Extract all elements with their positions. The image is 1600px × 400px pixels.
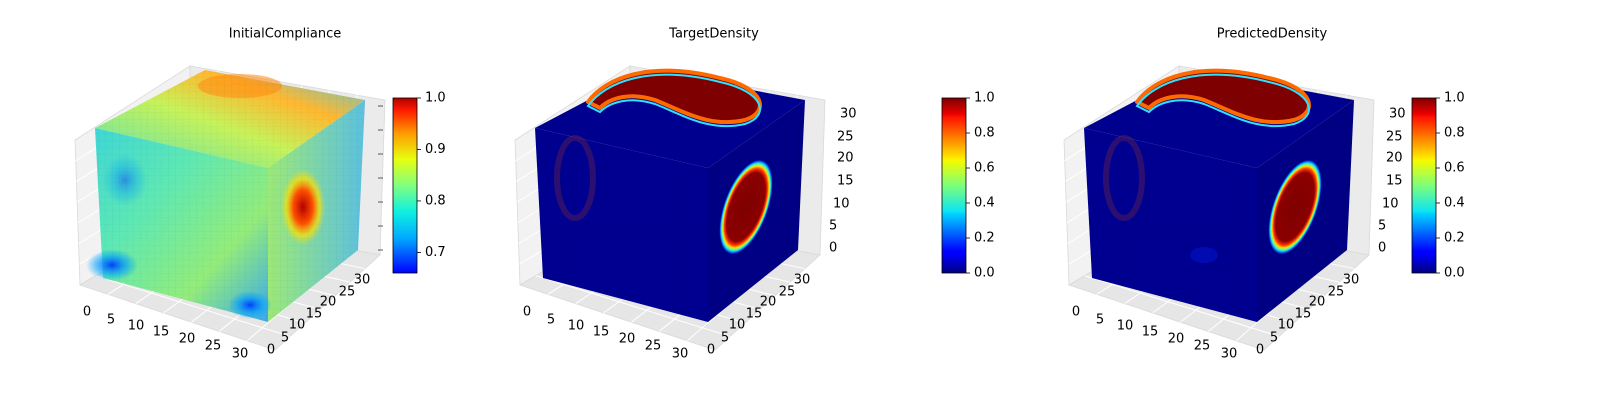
y-tick-label: 20 [760, 295, 777, 310]
z-tick-label: 5 [829, 219, 837, 234]
x-tick-label: 30 [232, 347, 249, 362]
z-tick-label: 25 [1386, 130, 1403, 145]
top-hot-band [1135, 68, 1311, 125]
voxel-grid-front [1084, 128, 1257, 322]
x-tick-label: 0 [1072, 305, 1080, 320]
z-tick-label: 0 [829, 241, 837, 256]
x-tick-label: 20 [1168, 332, 1185, 347]
voxel-grid-right [708, 100, 805, 322]
y-tick-label: 15 [306, 307, 323, 322]
colorbar-tick-label: 0.4 [1444, 196, 1465, 211]
y-tick-label: 15 [1295, 307, 1312, 322]
y-tick-label: 25 [339, 285, 356, 300]
colorbar-tick-label: 0.2 [974, 231, 995, 246]
colorbar-tick-label: 0.8 [974, 126, 995, 141]
colorbar: 1.0 0.9 0.8 0.7 [392, 91, 446, 274]
z-tick-label: 30 [840, 107, 857, 122]
y-tick-label: 30 [354, 273, 371, 288]
y-tick-label: 30 [1343, 273, 1360, 288]
y-tick-label: 10 [1278, 318, 1295, 333]
colorbar-gradient [941, 97, 967, 274]
z-tick-label: 0 [1378, 241, 1386, 256]
y-tick-label: 0 [267, 343, 275, 358]
z-tick-label: 10 [833, 197, 850, 212]
x-tick-label: 20 [179, 332, 196, 347]
panel-title: InitialCompliance [229, 27, 342, 42]
z-tick-label: 25 [837, 130, 854, 145]
y-tick-label: 25 [779, 285, 796, 300]
z-tick-label: 15 [837, 174, 854, 189]
y-tick-label: 30 [794, 273, 811, 288]
y-tick-label: 0 [707, 343, 715, 358]
x-tick-label: 15 [1142, 325, 1159, 340]
x-tick-label: 5 [547, 313, 555, 328]
z-tick-label: 30 [1389, 107, 1406, 122]
x-tick-label: 30 [672, 347, 689, 362]
colorbar-tick-label: 1.0 [974, 91, 995, 106]
colorbar-tick-label: 0.6 [974, 161, 995, 176]
x-tick-label: 0 [83, 305, 91, 320]
x-tick-label: 10 [1117, 319, 1134, 334]
z-tick-label: 20 [837, 151, 854, 166]
colorbar-gradient [1411, 97, 1437, 274]
colorbar-tick-label: 0.4 [974, 196, 995, 211]
y-tick-label: 5 [721, 331, 729, 346]
x-tick-label: 0 [523, 305, 531, 320]
z-tick-label: 10 [1382, 197, 1399, 212]
x-tick-label: 30 [1221, 347, 1238, 362]
y-tick-label: 15 [746, 307, 763, 322]
y-tick-label: 5 [281, 331, 289, 346]
colorbar-tick-label: 0.8 [425, 193, 446, 208]
voxel-grid-front [535, 128, 708, 322]
x-tick-label: 25 [205, 339, 222, 354]
y-tick-label: 20 [1309, 295, 1326, 310]
colorbar-tick-label: 0.6 [1444, 161, 1465, 176]
top-hot-band [586, 68, 762, 125]
panel-title: TargetDensity [668, 27, 759, 42]
colorbar-tick-label: 0.2 [1444, 231, 1465, 246]
colorbar: 1.0 0.8 0.6 0.4 0.2 0.0 [1411, 91, 1465, 281]
colorbar-tick-label: 0.7 [425, 245, 446, 260]
x-tick-label: 25 [1194, 339, 1211, 354]
top-hot-band-rim [1135, 73, 1310, 128]
x-tick-label: 5 [107, 313, 115, 328]
colorbar: 1.0 0.8 0.6 0.4 0.2 0.0 [941, 91, 995, 281]
z-tick-label: 5 [1378, 219, 1386, 234]
x-tick-label: 20 [619, 332, 636, 347]
top-hot-band-rim [586, 73, 761, 128]
colorbar-tick-label: 0.0 [974, 266, 995, 281]
colorbar-tick-label: 0.0 [1444, 266, 1465, 281]
y-tick-label: 20 [320, 295, 337, 310]
voxel-grid-right [268, 100, 365, 322]
x-tick-label: 25 [645, 339, 662, 354]
voxel-grid-top [95, 70, 365, 168]
x-tick-label: 5 [1096, 313, 1104, 328]
y-tick-label: 10 [289, 318, 306, 333]
z-tick-label: 20 [1386, 151, 1403, 166]
y-tick-label: 0 [1256, 343, 1264, 358]
x-tick-label: 10 [128, 319, 145, 334]
panel-title: PredictedDensity [1217, 27, 1328, 42]
voxel-grid-front [95, 128, 268, 322]
y-tick-label: 10 [729, 318, 746, 333]
colorbar-tick-label: 1.0 [425, 91, 446, 106]
x-tick-label: 15 [153, 325, 170, 340]
z-tick-label: 15 [1386, 174, 1403, 189]
x-tick-label: 15 [593, 325, 610, 340]
voxel-grid-right [1257, 100, 1354, 322]
colorbar-tick-label: 0.9 [425, 142, 446, 157]
colorbar-tick-label: 0.8 [1444, 126, 1465, 141]
x-tick-label: 10 [568, 319, 585, 334]
colorbar-gradient [392, 97, 418, 274]
colorbar-tick-label: 1.0 [1444, 91, 1465, 106]
y-tick-label: 25 [1328, 285, 1345, 300]
y-tick-label: 5 [1270, 331, 1278, 346]
